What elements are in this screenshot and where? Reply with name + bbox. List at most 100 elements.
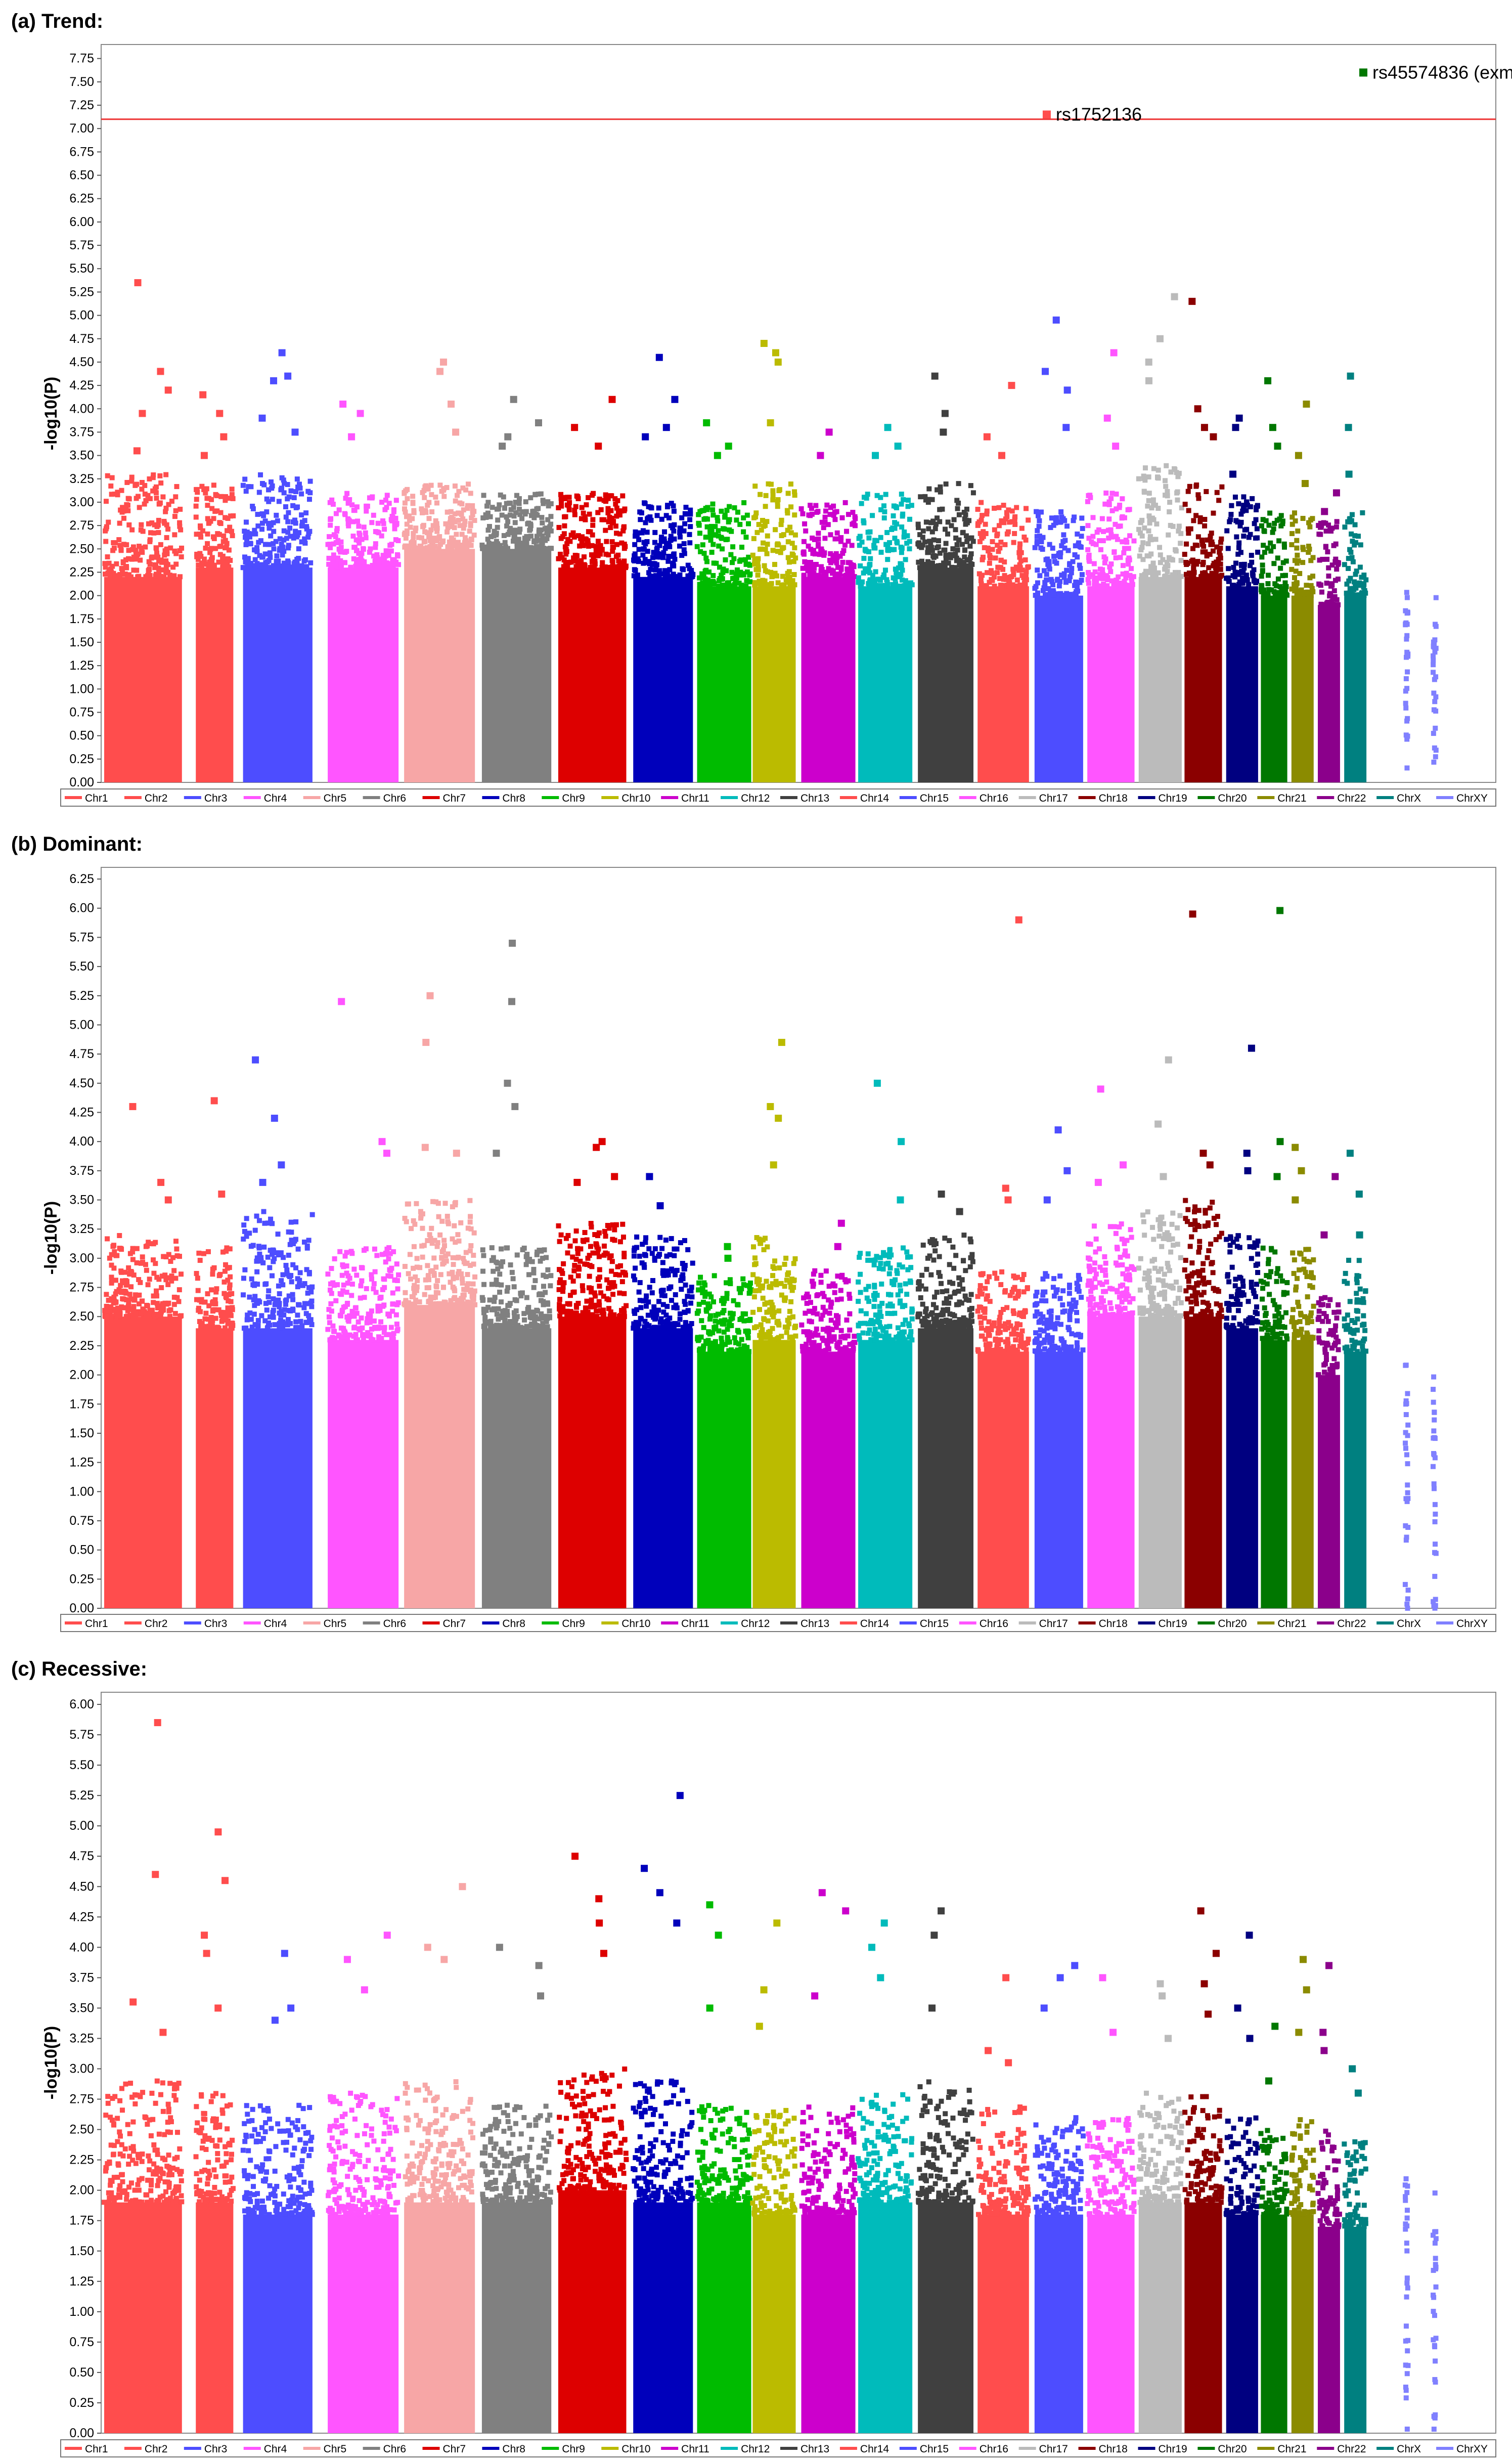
point: [1191, 569, 1197, 575]
point: [266, 1288, 272, 1294]
point: [1073, 543, 1078, 549]
point: [1054, 515, 1059, 520]
point: [112, 540, 118, 545]
point: [1183, 560, 1189, 565]
point: [1086, 574, 1092, 580]
point: [113, 1299, 118, 1305]
point: [1048, 577, 1054, 582]
point: [278, 1325, 283, 1330]
point: [388, 517, 394, 522]
point: [449, 515, 454, 521]
point: [259, 511, 265, 516]
point: [359, 1278, 365, 1284]
point: [589, 1302, 594, 1307]
point: [140, 1298, 145, 1304]
point: [1053, 591, 1059, 597]
point: [1298, 591, 1303, 597]
peak-point: [338, 998, 345, 1005]
point: [444, 485, 450, 490]
point: [1357, 564, 1363, 570]
point: [878, 507, 884, 512]
point: [519, 516, 525, 521]
point: [899, 501, 904, 507]
point: [659, 516, 664, 522]
point: [763, 568, 768, 574]
point: [1235, 551, 1241, 557]
point: [271, 1259, 276, 1264]
point: [883, 492, 888, 497]
point: [433, 1199, 439, 1205]
point: [1266, 573, 1271, 578]
point: [444, 509, 450, 515]
point: [512, 1315, 517, 1321]
point: [593, 547, 599, 553]
point: [242, 1267, 248, 1272]
point: [163, 505, 169, 511]
point: [123, 1282, 129, 1288]
point: [1271, 561, 1277, 566]
point: [109, 492, 114, 497]
point: [205, 541, 210, 546]
peak-point: [452, 428, 460, 436]
point: [354, 548, 360, 553]
point: [1150, 563, 1156, 568]
point: [831, 553, 837, 558]
point: [131, 567, 137, 573]
point: [737, 558, 742, 564]
point: [584, 502, 589, 508]
point: [489, 1245, 495, 1251]
point: [276, 1297, 281, 1303]
point: [1350, 559, 1356, 564]
point-mass: [196, 1328, 234, 1608]
point: [1058, 591, 1063, 596]
point: [286, 510, 291, 515]
peak-point: [339, 401, 347, 408]
point: [123, 557, 128, 563]
point: [134, 496, 139, 501]
point: [872, 538, 878, 543]
point: [602, 1228, 607, 1234]
peak-point: [573, 1178, 581, 1186]
point: [1002, 559, 1007, 565]
peak-point: [894, 443, 902, 450]
point: [969, 535, 974, 541]
point: [403, 509, 408, 515]
y-tick-label: 1.00: [69, 682, 94, 696]
point: [158, 542, 163, 547]
peak-point: [535, 419, 542, 426]
point: [1289, 586, 1295, 592]
point: [1037, 533, 1042, 539]
point: [788, 530, 794, 536]
point: [1208, 534, 1213, 539]
point: [150, 488, 156, 494]
point: [545, 1324, 550, 1330]
point: [328, 1301, 334, 1306]
point: [681, 541, 687, 546]
point: [309, 1298, 315, 1304]
point: [117, 1306, 122, 1312]
point: [1328, 583, 1333, 589]
point: [292, 1238, 297, 1244]
point: [610, 1292, 616, 1297]
point: [294, 557, 300, 562]
point: [545, 1267, 551, 1272]
point: [542, 1247, 547, 1253]
point: [487, 1323, 493, 1329]
point: [131, 1272, 137, 1278]
point: [750, 552, 755, 558]
point: [225, 1278, 231, 1283]
point: [756, 522, 762, 528]
point: [372, 1269, 378, 1275]
point: [1432, 745, 1437, 751]
point: [1157, 545, 1163, 550]
point: [528, 534, 533, 539]
point: [412, 1283, 417, 1288]
point: [868, 583, 874, 589]
point: [333, 1298, 339, 1303]
point: [856, 580, 861, 585]
point: [465, 506, 470, 511]
point: [384, 505, 389, 510]
point: [920, 535, 925, 540]
point: [1332, 559, 1338, 564]
point: [480, 1298, 485, 1303]
